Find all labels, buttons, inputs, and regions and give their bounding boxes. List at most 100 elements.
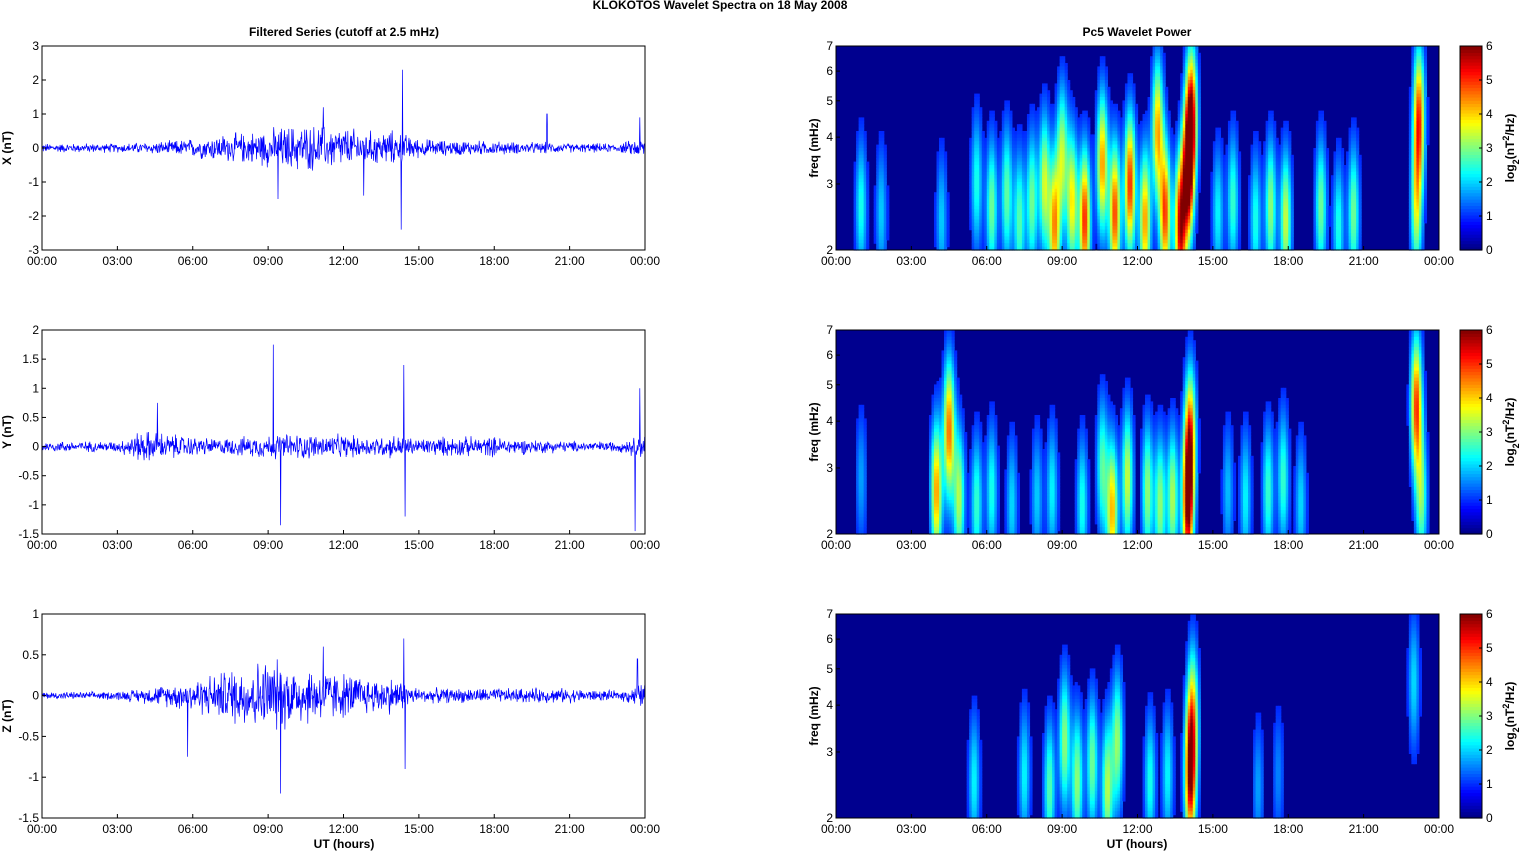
y-tick-label: -0.5: [18, 729, 39, 743]
power-cell: [1155, 69, 1159, 74]
power-cell: [1232, 114, 1237, 118]
power-cell: [1416, 73, 1420, 78]
power-cell: [1057, 66, 1061, 71]
power-cell: [1197, 175, 1201, 180]
power-cell: [1099, 110, 1103, 115]
power-cell: [1413, 103, 1417, 108]
power-cell: [1160, 76, 1164, 81]
power-cell: [1160, 86, 1164, 91]
power-cell: [1132, 117, 1136, 122]
power-cell: [1124, 103, 1129, 108]
power-cell: [1358, 168, 1362, 173]
power-cell: [1147, 114, 1151, 118]
power-cell: [1197, 110, 1201, 115]
power-cell: [1182, 69, 1186, 74]
power-cell: [1112, 117, 1116, 122]
power-cell: [1187, 52, 1191, 57]
power-cell: [1411, 66, 1415, 71]
power-cell: [1157, 97, 1161, 101]
power-cell: [1062, 73, 1066, 78]
power-cell: [1004, 117, 1008, 122]
power-cell: [1182, 83, 1186, 88]
power-cell: [1182, 63, 1186, 67]
power-cell: [1147, 103, 1151, 108]
power-cell: [1079, 117, 1083, 122]
right-column-title: Pc5 Wavelet Power: [1083, 25, 1192, 39]
power-cell: [1426, 114, 1430, 118]
power-cell: [1104, 100, 1108, 105]
power-cell: [979, 114, 983, 118]
power-cell: [1064, 110, 1068, 115]
power-cell: [883, 175, 887, 180]
power-cell: [1235, 141, 1239, 146]
power-cell: [1187, 76, 1191, 81]
power-cell: [1042, 86, 1046, 91]
power-cell: [1102, 80, 1106, 84]
power-cell: [1152, 80, 1156, 84]
power-cell: [1195, 80, 1199, 84]
power-cell: [1238, 158, 1242, 163]
left-xlabel: UT (hours): [314, 837, 375, 851]
power-cell: [1157, 90, 1161, 95]
power-cell: [1155, 90, 1159, 95]
power-cell: [1124, 110, 1129, 115]
power-cell: [1102, 90, 1106, 95]
power-cell: [1072, 120, 1076, 125]
power-cell: [1054, 117, 1058, 122]
power-cell: [1150, 117, 1154, 122]
power-cell: [946, 202, 950, 207]
power-cell: [1064, 97, 1068, 101]
power-cell: [1044, 110, 1048, 115]
power-cell: [1220, 151, 1224, 156]
y-tick-label: 2: [32, 323, 39, 337]
power-cell: [1042, 117, 1046, 122]
power-cell: [1160, 83, 1164, 88]
power-cell: [1230, 120, 1234, 125]
power-cell: [1411, 49, 1415, 54]
power-cell: [1004, 103, 1008, 108]
power-cell: [1185, 120, 1189, 125]
x-tick-label: 03:00: [102, 538, 132, 552]
power-cell: [971, 120, 975, 125]
power-cell: [1001, 114, 1005, 118]
power-cell: [1423, 69, 1428, 74]
power-cell: [1185, 83, 1189, 88]
power-cell: [1162, 52, 1166, 57]
power-cell: [1107, 107, 1111, 112]
power-cell: [1197, 86, 1201, 91]
power-cell: [1197, 83, 1201, 88]
power-cell: [1290, 185, 1294, 190]
power-cell: [944, 185, 948, 190]
power-cell: [1129, 80, 1134, 84]
power-cell: [1165, 117, 1169, 122]
power-cell: [1167, 114, 1171, 118]
power-cell: [1042, 97, 1046, 101]
power-cell: [1044, 100, 1048, 105]
power-cell: [1192, 52, 1196, 57]
power-cell: [974, 114, 978, 118]
power-cell: [863, 158, 867, 163]
power-cell: [1160, 100, 1164, 105]
power-cell: [1197, 76, 1201, 81]
power-cell: [1195, 73, 1199, 78]
power-cell: [1109, 110, 1113, 115]
power-cell: [1132, 120, 1136, 125]
power-cell: [1112, 110, 1116, 115]
power-cell: [1104, 66, 1108, 71]
power-cell: [1421, 52, 1425, 57]
power-cell: [1122, 117, 1126, 122]
power-cell: [1192, 90, 1196, 95]
power-cell: [1059, 59, 1063, 64]
power-cell: [1423, 97, 1428, 101]
power-cell: [1150, 90, 1154, 95]
power-cell: [1104, 90, 1108, 95]
power-cell: [1155, 56, 1159, 61]
power-cell: [989, 114, 993, 118]
power-cell: [1067, 110, 1071, 115]
power-cell: [1097, 80, 1101, 84]
power-cell: [1129, 76, 1134, 81]
x-tick-label: 12:00: [328, 538, 358, 552]
power-cell: [1408, 100, 1412, 105]
power-cell: [1129, 93, 1134, 98]
power-cell: [1001, 120, 1005, 125]
